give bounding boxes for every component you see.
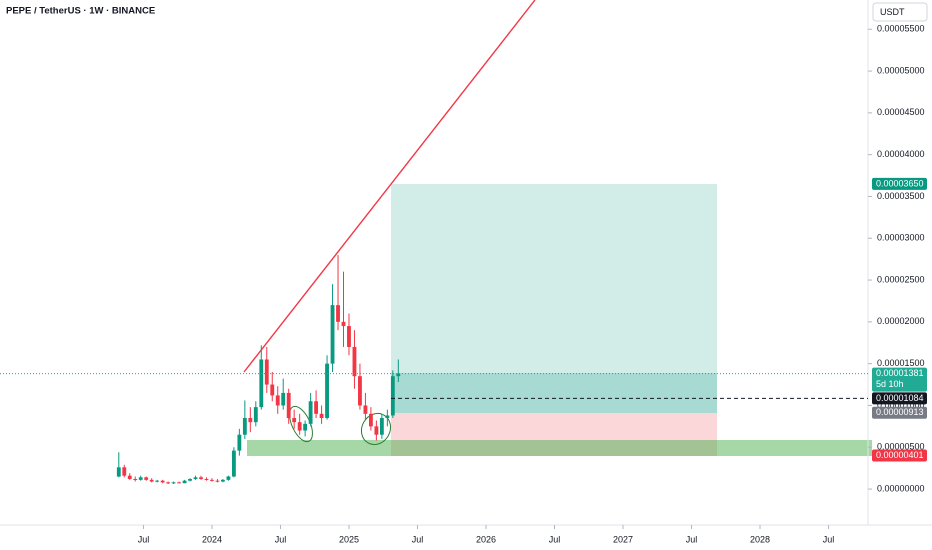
price-label-box: [872, 177, 927, 190]
candle-body: [259, 359, 264, 408]
candle-body: [231, 450, 236, 477]
candle-body: [188, 479, 192, 481]
candle-body: [275, 395, 280, 406]
candle-body: [358, 376, 362, 406]
y-tick-label: 0.00003000: [877, 233, 925, 243]
y-tick-label: 0.00004000: [877, 149, 925, 159]
profit-zone: [391, 373, 717, 413]
candle-body: [330, 305, 335, 364]
candle-body: [215, 480, 220, 482]
candle-body: [379, 417, 384, 435]
x-tick-label: 2027: [613, 534, 633, 544]
x-tick-label: Jul: [138, 534, 150, 544]
drawings: [243, 0, 872, 456]
candle-body: [325, 363, 329, 418]
candle-body: [155, 480, 160, 482]
price-label: 0.00003650: [876, 178, 924, 188]
price-label-box: [872, 406, 927, 419]
candle-body: [144, 477, 149, 480]
candle-body: [171, 482, 176, 484]
ellipse: [360, 412, 392, 446]
y-tick-label: 0.00001000: [877, 400, 925, 410]
candle-body: [363, 405, 368, 414]
target-zone: [391, 184, 717, 373]
candle-body: [160, 480, 165, 483]
y-tick-label: 0.00003500: [877, 191, 925, 201]
candle-body: [210, 479, 214, 481]
price-label-box: [872, 367, 927, 392]
trend-line: [243, 0, 536, 373]
price-label: 0.00000913: [876, 407, 924, 417]
y-tick-label: 0.00000000: [877, 483, 925, 493]
currency-box[interactable]: [872, 2, 928, 22]
candle-body: [270, 384, 275, 396]
x-tick-label: 2028: [750, 534, 770, 544]
candle-body: [253, 407, 258, 423]
candle-body: [177, 482, 181, 484]
price-label: 0.00000401: [876, 450, 924, 460]
currency[interactable]: USDT: [880, 7, 905, 17]
candle-body: [368, 413, 373, 427]
candle-body: [204, 479, 209, 481]
support-band: [247, 440, 872, 456]
candle-body: [237, 434, 242, 451]
candle-body: [292, 417, 297, 423]
x-tick-label: Jul: [549, 534, 561, 544]
x-tick-label: 2024: [202, 534, 222, 544]
y-tick-label: 0.00002000: [877, 316, 925, 326]
candle-body: [199, 477, 203, 480]
price-label: 0.00001381: [876, 368, 924, 378]
x-tick-label: 2026: [476, 534, 496, 544]
candle-body: [374, 426, 379, 435]
price-label-box: [872, 392, 927, 405]
candle-body: [396, 373, 401, 377]
candle-body: [133, 479, 138, 481]
candle-body: [226, 476, 231, 480]
countdown: 5d 10h: [876, 379, 904, 389]
candle-body: [122, 467, 127, 476]
candle-body: [303, 423, 308, 431]
y-tick-label: 0.00005500: [877, 24, 925, 34]
price-label: 0.00001084: [876, 393, 924, 403]
x-tick-label: 2025: [339, 534, 359, 544]
candle-body: [319, 413, 324, 418]
candle-body: [116, 467, 121, 477]
candle-body: [286, 392, 291, 418]
candle-body: [281, 392, 286, 406]
candle-body: [149, 479, 154, 482]
y-tick-label: 0.00005000: [877, 65, 925, 75]
y-tick-label: 0.00001500: [877, 358, 925, 368]
candle-body: [341, 321, 346, 327]
candle-body: [385, 415, 390, 418]
candle-body: [390, 376, 395, 416]
candle-body: [347, 326, 351, 347]
candle-body: [138, 477, 143, 480]
x-tick-label: Jul: [412, 534, 424, 544]
y-tick-label: 0.00000500: [877, 442, 925, 452]
candle-body: [182, 480, 187, 484]
y-tick-label: 0.00004500: [877, 107, 925, 117]
candle-body: [248, 417, 253, 423]
candle-body: [193, 477, 198, 480]
candle-body: [308, 401, 313, 424]
price-label-box: [872, 449, 927, 462]
candle-body: [352, 346, 357, 377]
x-tick-label: Jul: [275, 534, 287, 544]
y-tick-label: 0.00002500: [877, 274, 925, 284]
candle-body: [127, 475, 132, 480]
candle-body: [336, 305, 340, 322]
candle-body: [166, 482, 171, 484]
chart-title: PEPE / TetherUS · 1W · BINANCE: [6, 6, 155, 17]
candle-body: [242, 417, 247, 435]
x-tick-label: Jul: [823, 534, 835, 544]
candle-body: [297, 422, 302, 431]
x-tick-label: Jul: [686, 534, 698, 544]
candle-body: [221, 479, 225, 482]
candle-body: [264, 359, 269, 385]
candle-body: [314, 401, 319, 414]
